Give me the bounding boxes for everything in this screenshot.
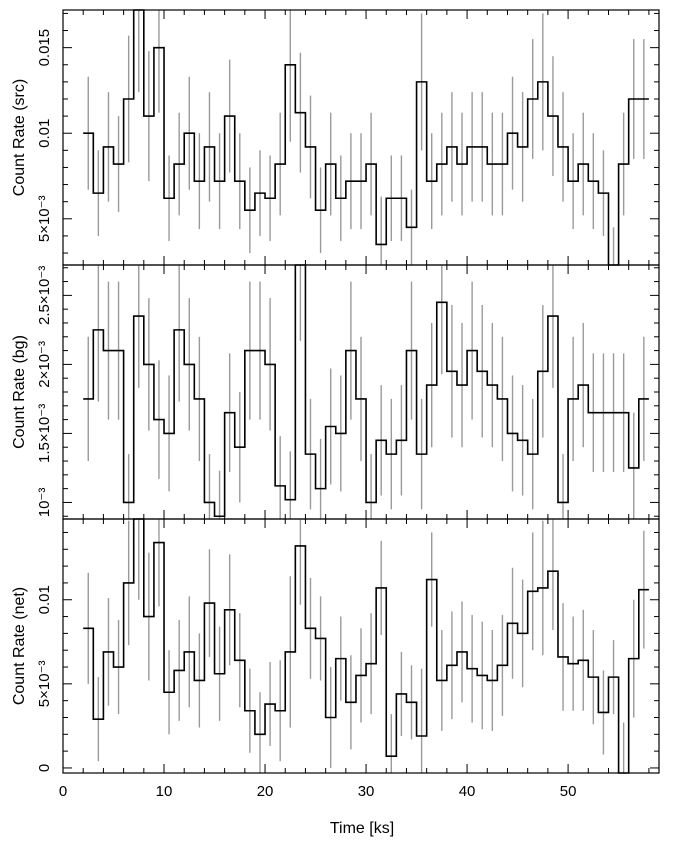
x-tick-label: 10 [156,783,173,800]
x-axis-label: Time [ks] [330,820,394,837]
step-line-src [83,9,649,266]
plot-frame-net [62,518,660,774]
y-tick-label: 5×10⁻³ [36,195,53,242]
y-axis-label-net: Count Rate (net) [11,587,28,705]
y-tick-label: 0.015 [36,29,53,67]
y-axis-label-src: Count Rate (src) [11,79,28,196]
x-tick-label: 20 [257,783,274,800]
panel-src: 5×10⁻³ 0.01 0.015 Count Rate (src) [11,9,660,266]
panel-bg: 10⁻³ 1.5×10⁻³ 2×10⁻³ 2.5×10⁻³ Count Rate (bg… [11,264,660,520]
y-tick-label: 1.5×10⁻³ [36,404,53,463]
y-tick-label: 2.5×10⁻³ [36,266,53,325]
step-line-bg [83,264,649,518]
y-tick-label: 10⁻³ [36,488,53,518]
y-tick-label: 5×10⁻³ [36,660,53,707]
x-tick-label: 30 [358,783,375,800]
x-tick-label: 0 [59,783,67,800]
step-line-net [83,518,649,774]
y-tick-label: 2×10⁻³ [36,341,53,388]
y-axis-label-bg: Count Rate (bg) [11,335,28,449]
x-tick-label: 50 [560,783,577,800]
y-tick-label: 0.01 [36,585,53,614]
x-tick-label: 40 [459,783,476,800]
error-bars-net [87,519,645,773]
panel-net: 0 5×10⁻³ 0.01 Count Rate (net) 0 10 20 30 40 50 [11,518,660,800]
y-tick-label: 0.01 [36,119,53,148]
y-tick-label: 0 [36,764,53,772]
error-bars-src [87,10,645,265]
